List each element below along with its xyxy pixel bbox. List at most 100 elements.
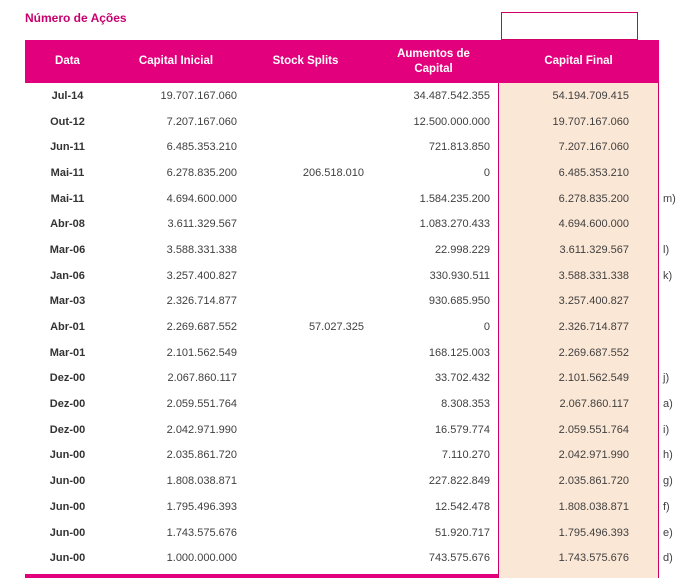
column-header-stock-splits: Stock Splits [272,55,339,68]
cell-data: Jul-14 [51,89,84,102]
cell-note: a) [663,398,673,411]
cell-capital-inicial: 2.326.714.877 [166,295,237,308]
cell-data: Mai-11 [50,192,85,205]
cell-capital-inicial: 2.042.971.990 [166,423,237,436]
cell-stock-splits [242,134,369,160]
table-row: Jan-06 3.257.400.827 330.930.511 3.588.3… [25,262,691,289]
cell-stock-splits [242,186,369,212]
table-row: Jun-00 1.743.575.676 51.920.717 1.795.49… [25,519,691,546]
table-row: Jun-00 1.000.000.000 743.575.676 1.743.5… [25,545,691,572]
cell-capital-inicial: 1.808.038.871 [166,475,237,488]
cell-note: f) [663,500,670,513]
cell-capital-final: 6.278.835.200 [498,185,659,212]
table-row: Jul-14 19.707.167.060 34.487.542.355 54.… [25,83,691,109]
cell-stock-splits [242,545,369,571]
cell-stock-splits [242,263,369,289]
cell-aumentos-de-capital: 12.542.478 [434,500,490,513]
cell-data: Dez-00 [49,372,86,385]
cell-stock-splits [242,211,369,237]
cell-capital-inicial: 1.795.496.393 [166,500,237,513]
cell-capital-final: 7.207.167.060 [498,134,659,161]
cell-stock-splits [242,289,369,315]
cell-capital-inicial: 3.611.329.567 [167,218,237,231]
cell-aumentos-de-capital: 22.998.229 [434,243,490,256]
cell-stock-splits [242,366,369,392]
table-row: Abr-01 2.269.687.552 57.027.325 0 2.326.… [25,314,691,340]
cell-stock-splits [242,468,369,494]
table-row: Out-12 7.207.167.060 12.500.000.000 19.7… [25,108,691,135]
cell-capital-final: 2.059.551.764 [498,416,659,443]
cell-stock-splits [242,391,369,417]
cell-aumentos-de-capital: 0 [483,166,490,179]
cell-stock-splits [242,109,369,135]
cell-note: e) [663,526,673,539]
cell-aumentos-de-capital: 1.083.270.433 [419,218,490,231]
cell-capital-inicial: 3.257.400.827 [166,269,237,282]
cell-data: Dez-00 [49,423,86,436]
cell-note [659,314,691,340]
cell-aumentos-de-capital: 8.308.353 [441,398,490,411]
cell-capital-inicial: 3.588.331.338 [166,243,237,256]
cell-aumentos-de-capital: 7.110.270 [441,449,490,462]
cell-stock-splits: 206.518.010 [302,166,364,179]
cell-capital-final: 2.067.860.117 [498,391,659,417]
cell-note: l) [663,243,670,256]
cell-data: Abr-08 [50,218,85,231]
cell-capital-inicial: 2.067.860.117 [167,372,237,385]
table-row: Mar-03 2.326.714.877 930.685.950 3.257.4… [25,288,691,315]
table-row: Abr-08 3.611.329.567 1.083.270.433 4.694… [25,211,691,238]
cell-note: j) [663,372,670,385]
table-body: Jul-14 19.707.167.060 34.487.542.355 54.… [25,83,691,572]
column-header-data: Data [55,55,80,68]
cell-stock-splits [242,494,369,520]
table-row: Mar-06 3.588.331.338 22.998.229 3.611.32… [25,237,691,263]
table-row: Mai-11 6.278.835.200 206.518.010 0 6.485… [25,160,691,186]
cell-stock-splits [242,520,369,546]
cell-capital-inicial: 2.035.861.720 [166,449,237,462]
capital-final-column-extension [498,571,659,578]
cell-aumentos-de-capital: 34.487.542.355 [413,89,490,102]
cell-note: i) [663,423,670,436]
column-header-capital-inicial: Capital Inicial [138,55,214,68]
cell-capital-inicial: 7.207.167.060 [166,115,237,128]
cell-capital-final: 1.808.038.871 [498,494,659,520]
table-row: Dez-00 2.042.971.990 16.579.774 2.059.55… [25,416,691,443]
cell-capital-inicial: 2.059.551.764 [166,398,237,411]
cell-note: d) [663,552,673,565]
cell-stock-splits [242,83,369,109]
table-row: Jun-00 2.035.861.720 7.110.270 2.042.971… [25,442,691,469]
cell-capital-final: 4.694.600.000 [498,211,659,238]
cell-data: Mar-03 [49,295,86,308]
cell-data: Dez-00 [49,398,86,411]
table-row: Dez-00 2.067.860.117 33.702.432 2.101.56… [25,365,691,392]
cell-capital-final: 2.269.687.552 [498,339,659,366]
cell-data: Abr-01 [50,321,85,334]
cell-data: Jun-00 [49,526,86,539]
cell-capital-inicial: 2.269.687.552 [166,321,237,334]
cell-note [659,134,691,160]
cell-note [659,340,691,366]
cell-aumentos-de-capital: 16.579.774 [434,423,490,436]
cell-aumentos-de-capital: 1.584.235.200 [419,192,490,205]
cell-aumentos-de-capital: 227.822.849 [428,475,490,488]
cell-data: Jun-00 [49,500,86,513]
cell-stock-splits: 57.027.325 [308,321,364,334]
table-row: Mar-01 2.101.562.549 168.125.003 2.269.6… [25,339,691,366]
cell-aumentos-de-capital: 0 [483,321,490,334]
cell-capital-final: 19.707.167.060 [498,108,659,135]
cell-capital-inicial: 2.101.562.549 [166,346,237,359]
cell-data: Jun-00 [49,552,86,565]
cell-capital-final: 3.611.329.567 [498,237,659,263]
table-row: Jun-11 6.485.353.210 721.813.850 7.207.1… [25,134,691,161]
cell-capital-inicial: 1.743.575.676 [166,526,237,539]
cell-aumentos-de-capital: 51.920.717 [434,526,490,539]
cell-capital-final: 1.795.496.393 [498,519,659,546]
cell-capital-final: 3.588.331.338 [498,262,659,289]
table-row: Jun-00 1.795.496.393 12.542.478 1.808.03… [25,494,691,520]
cell-aumentos-de-capital: 721.813.850 [428,141,490,154]
cell-aumentos-de-capital: 330.930.511 [429,269,490,282]
table-row: Jun-00 1.808.038.871 227.822.849 2.035.8… [25,468,691,494]
table-row: Dez-00 2.059.551.764 8.308.353 2.067.860… [25,391,691,417]
cell-data: Mai-11 [50,166,85,179]
cell-note [659,160,691,186]
